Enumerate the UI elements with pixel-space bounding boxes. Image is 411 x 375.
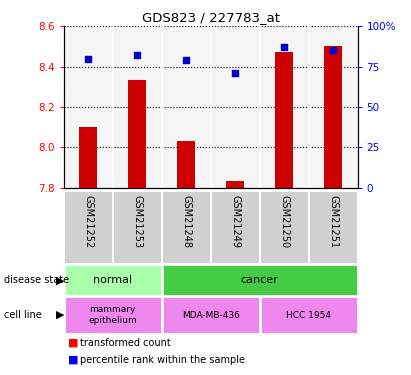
Bar	[64, 264, 162, 296]
Bar	[162, 264, 358, 296]
Text: percentile rank within the sample: percentile rank within the sample	[80, 355, 245, 365]
Text: ▶: ▶	[55, 310, 64, 320]
Bar	[260, 296, 358, 334]
Text: cell line: cell line	[4, 310, 42, 320]
Text: GSM21248: GSM21248	[181, 195, 191, 248]
Bar	[226, 182, 245, 188]
Bar	[177, 141, 196, 188]
Point	[330, 48, 336, 54]
Bar	[324, 46, 342, 188]
Text: GSM21251: GSM21251	[328, 195, 338, 248]
Text: GSM21253: GSM21253	[132, 195, 142, 248]
Text: GSM21250: GSM21250	[279, 195, 289, 248]
Point	[281, 44, 287, 50]
Bar	[128, 80, 146, 188]
Text: transformed count: transformed count	[80, 338, 171, 348]
Title: GDS823 / 227783_at: GDS823 / 227783_at	[142, 11, 279, 24]
Point	[232, 70, 238, 76]
Text: MDA-MB-436: MDA-MB-436	[182, 310, 240, 320]
Point	[85, 56, 92, 62]
Bar	[79, 127, 97, 188]
Bar	[64, 296, 162, 334]
Text: ■: ■	[68, 338, 79, 348]
Bar	[162, 296, 260, 334]
Point	[183, 57, 189, 63]
Text: cancer: cancer	[241, 275, 279, 285]
Text: mammary
epithelium: mammary epithelium	[88, 305, 137, 325]
Text: ■: ■	[68, 355, 79, 365]
Text: HCC 1954: HCC 1954	[286, 310, 331, 320]
Text: ▶: ▶	[55, 275, 64, 285]
Text: GSM21252: GSM21252	[83, 195, 93, 248]
Text: GSM21249: GSM21249	[230, 195, 240, 248]
Bar	[275, 53, 293, 188]
Point	[134, 52, 141, 58]
Text: disease state: disease state	[4, 275, 69, 285]
Text: normal: normal	[93, 275, 132, 285]
